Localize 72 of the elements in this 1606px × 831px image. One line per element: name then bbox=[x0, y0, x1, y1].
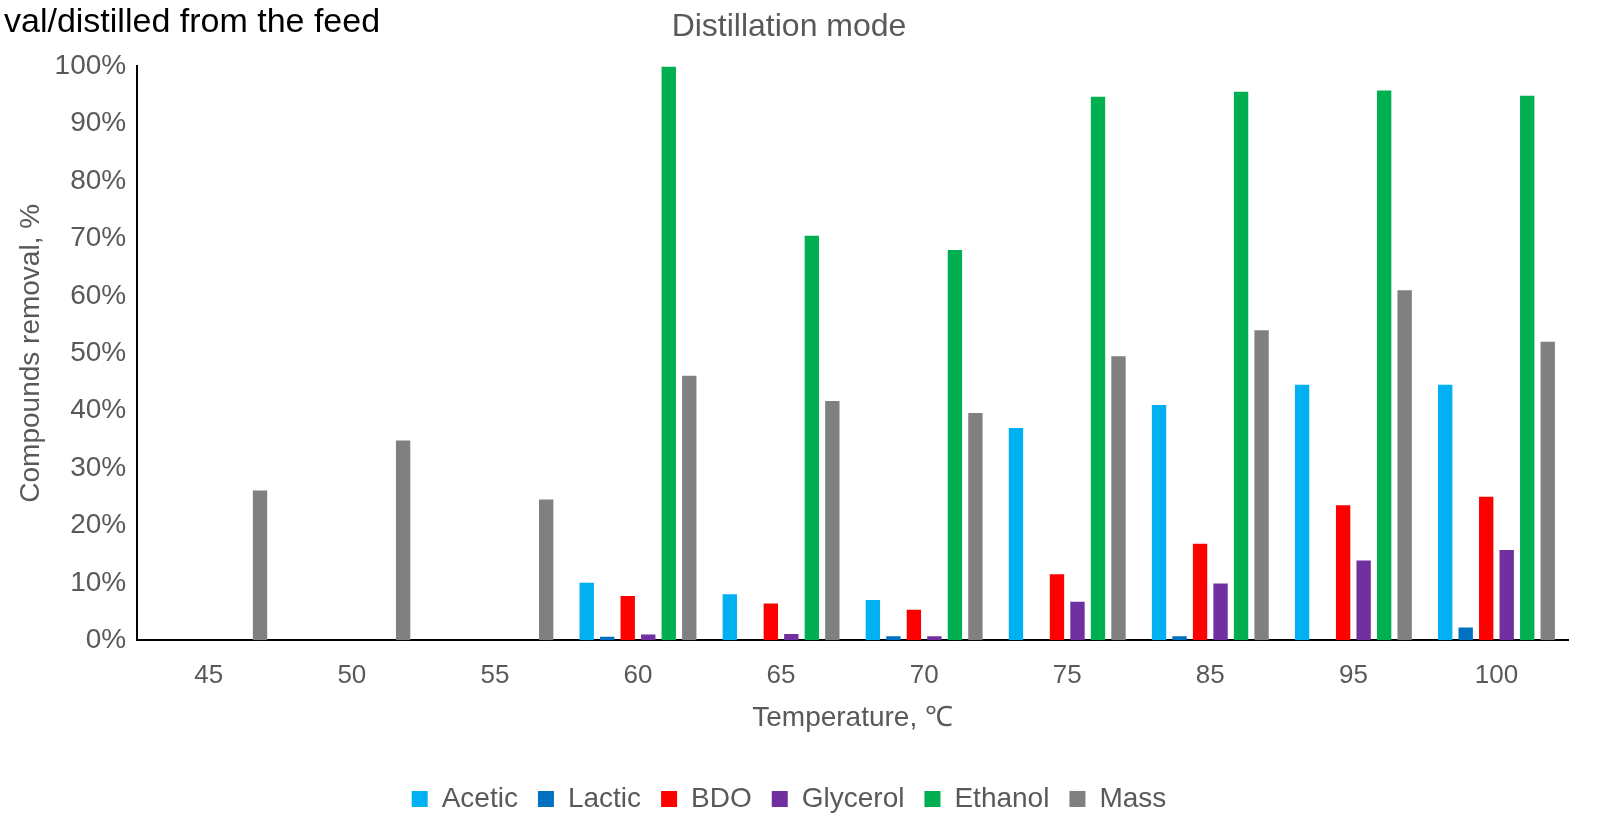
bar bbox=[1233, 91, 1249, 641]
legend-label: BDO bbox=[691, 781, 752, 813]
bar bbox=[682, 375, 697, 641]
text: val/distilled from the feed bbox=[4, 0, 381, 40]
x-tick-label: 65 bbox=[766, 658, 796, 689]
bar bbox=[1294, 384, 1310, 641]
x-tick-label: 60 bbox=[623, 658, 653, 689]
bar bbox=[1540, 341, 1555, 641]
bar bbox=[1070, 601, 1085, 641]
bar bbox=[1356, 560, 1371, 641]
bar bbox=[865, 600, 881, 641]
legend-label: Acetic bbox=[441, 781, 518, 813]
bar bbox=[1172, 636, 1187, 641]
x-tick-label: 95 bbox=[1338, 658, 1368, 689]
x-tick-label: 85 bbox=[1195, 658, 1225, 689]
bar bbox=[947, 250, 963, 641]
bar bbox=[252, 490, 268, 641]
x-tick-label: 70 bbox=[909, 658, 939, 689]
bar bbox=[1499, 550, 1514, 641]
y-tick-label: 70% bbox=[70, 221, 127, 253]
y-tick-label: 40% bbox=[70, 393, 127, 425]
bar bbox=[968, 412, 983, 641]
x-tick-label: 50 bbox=[337, 658, 367, 689]
y-tick-label: 10% bbox=[70, 565, 127, 597]
y-tick-label: 80% bbox=[70, 163, 127, 195]
bar bbox=[1008, 427, 1024, 641]
bar bbox=[1397, 290, 1412, 641]
y-tick-label: 0% bbox=[85, 622, 127, 654]
bar bbox=[1335, 505, 1351, 641]
bar bbox=[804, 235, 820, 641]
x-axis-title: Temperature, ℃ bbox=[752, 700, 953, 732]
bar bbox=[1479, 496, 1494, 641]
x-tick-label: 75 bbox=[1052, 658, 1082, 689]
bar bbox=[620, 596, 635, 641]
legend-label: Glycerol bbox=[801, 781, 905, 813]
bar bbox=[641, 634, 656, 641]
bar bbox=[1376, 90, 1392, 641]
bar bbox=[1090, 96, 1106, 641]
bar bbox=[539, 499, 554, 641]
legend-label: Lactic bbox=[567, 781, 642, 813]
y-tick-label: 60% bbox=[70, 278, 127, 310]
bar bbox=[886, 636, 901, 641]
bar bbox=[661, 66, 676, 641]
bar bbox=[1111, 356, 1126, 641]
bar bbox=[1192, 543, 1208, 641]
bar bbox=[1254, 330, 1269, 641]
bar bbox=[927, 636, 942, 641]
bar bbox=[1049, 574, 1065, 641]
legend-label: Mass bbox=[1099, 781, 1167, 813]
bar bbox=[1151, 404, 1167, 641]
bar bbox=[395, 440, 411, 641]
bar bbox=[1213, 583, 1228, 641]
chart-title: Distillation mode bbox=[671, 7, 907, 44]
y-tick-label: 90% bbox=[70, 106, 127, 138]
bar bbox=[763, 603, 778, 641]
bar bbox=[1458, 627, 1473, 641]
bar bbox=[722, 594, 737, 641]
y-tick-label: 20% bbox=[70, 508, 127, 540]
bar bbox=[906, 609, 922, 641]
x-tick-label: 55 bbox=[480, 658, 510, 689]
y-axis-title: Compounds removal, % bbox=[13, 203, 45, 503]
y-tick-label: 100% bbox=[54, 49, 127, 81]
bar bbox=[1520, 95, 1535, 641]
bar bbox=[1438, 384, 1453, 641]
x-tick-label: 45 bbox=[194, 658, 224, 689]
bar bbox=[825, 400, 840, 641]
bar bbox=[784, 633, 799, 641]
y-tick-label: 30% bbox=[70, 450, 127, 482]
bar bbox=[579, 582, 594, 641]
legend-label: Ethanol bbox=[954, 781, 1050, 813]
x-tick-label: 100 bbox=[1474, 658, 1519, 689]
y-tick-label: 50% bbox=[70, 336, 127, 368]
